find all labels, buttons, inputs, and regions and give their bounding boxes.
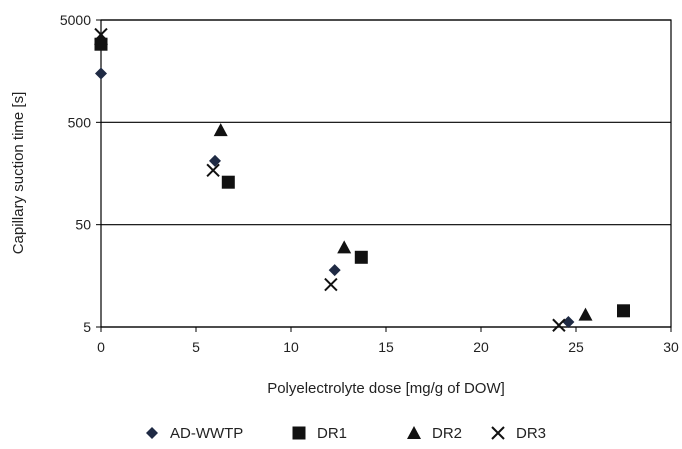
x-tick-label: 0	[97, 339, 105, 355]
y-axis-ticks: 5 50 500 5000	[60, 12, 101, 335]
y-axis-label: Capillary suction time [s]	[10, 92, 27, 255]
dr2-data-point	[578, 307, 593, 321]
legend-marker-dr2	[407, 426, 421, 439]
dr1-data-point	[354, 250, 368, 264]
dr2-data-point	[337, 240, 352, 254]
y-tick-label: 500	[68, 114, 92, 130]
x-tick-label: 25	[568, 339, 584, 355]
x-tick-label: 5	[192, 339, 200, 355]
ad-wwtp-data-point	[562, 315, 575, 328]
ad-wwtp-data-point	[209, 154, 221, 167]
ad-wwtp-data-point	[95, 67, 107, 80]
x-axis-ticks: 0 5 10 15 20 25 30	[97, 327, 679, 355]
plot-area	[100, 19, 672, 328]
legend-marker-ad-wwtp	[146, 427, 158, 439]
dr2-data-point	[94, 31, 108, 45]
dr1-data-point	[221, 175, 235, 189]
legend: AD-WWTP DR1 DR2 DR3	[146, 425, 546, 442]
x-tick-label: 20	[473, 339, 489, 355]
legend-label-dr1: DR1	[317, 425, 347, 442]
dr1-data-point	[617, 304, 630, 318]
x-tick-label: 30	[663, 339, 679, 355]
data-points	[94, 27, 630, 332]
dr3-data-point	[206, 163, 220, 177]
dr2-data-point	[213, 123, 228, 137]
ad-wwtp-data-point	[328, 264, 341, 277]
x-tick-label: 15	[378, 339, 394, 355]
y-tick-label: 50	[75, 217, 91, 233]
dr3-data-point	[324, 277, 338, 292]
y-tick-label: 5000	[60, 12, 91, 28]
legend-label-dr2: DR2	[432, 425, 462, 442]
dr3-data-point	[94, 27, 108, 42]
x-tick-label: 10	[283, 339, 299, 355]
x-axis-label: Polyelectrolyte dose [mg/g of DOW]	[267, 380, 505, 397]
legend-label-ad-wwtp: AD-WWTP	[170, 425, 243, 442]
legend-label-dr3: DR3	[516, 425, 546, 442]
y-tick-label: 5	[83, 319, 91, 335]
legend-marker-dr1	[292, 426, 306, 440]
dr3-data-point	[552, 318, 566, 332]
legend-marker-dr3	[491, 426, 505, 440]
